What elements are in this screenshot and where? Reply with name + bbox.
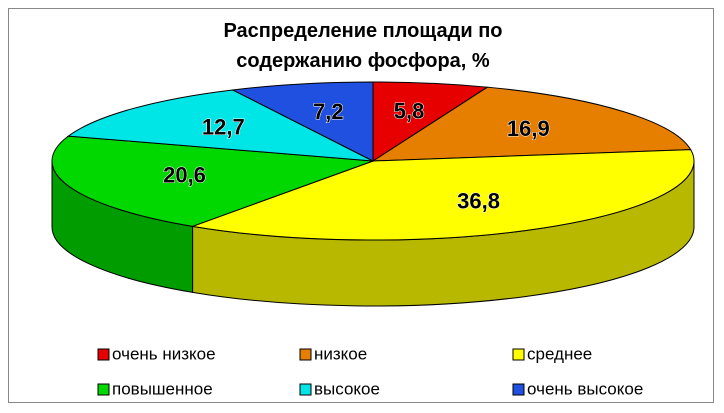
legend-label: очень высокое [527, 379, 643, 398]
pie-slice [66, 89, 374, 162]
legend-label: высокое [314, 379, 380, 398]
pie-slice [190, 149, 695, 241]
data-label: 20,6 [163, 163, 206, 188]
data-label: 7,2 [313, 99, 344, 124]
chart-frame [8, 8, 714, 403]
legend-swatch [512, 348, 525, 361]
legend-swatch [97, 383, 110, 396]
pie-slice [51, 135, 374, 227]
pie-slice [230, 81, 374, 162]
data-label: 36,8 [457, 188, 500, 213]
legend-label: низкое [314, 344, 367, 363]
data-label: 5,8 [394, 99, 425, 124]
legend-swatch [299, 383, 312, 396]
data-label: 16,9 [507, 116, 550, 141]
legend-swatch [97, 348, 110, 361]
legend-label: среднее [527, 344, 592, 363]
legend-label: очень низкое [112, 344, 216, 363]
legend-swatch [512, 383, 525, 396]
data-label: 12,7 [202, 115, 245, 140]
pie-slice [371, 86, 692, 162]
legend-label: повышенное [112, 379, 213, 398]
legend-swatch [299, 348, 312, 361]
chart-title: Распределение площади по содержанию фосф… [223, 20, 503, 72]
